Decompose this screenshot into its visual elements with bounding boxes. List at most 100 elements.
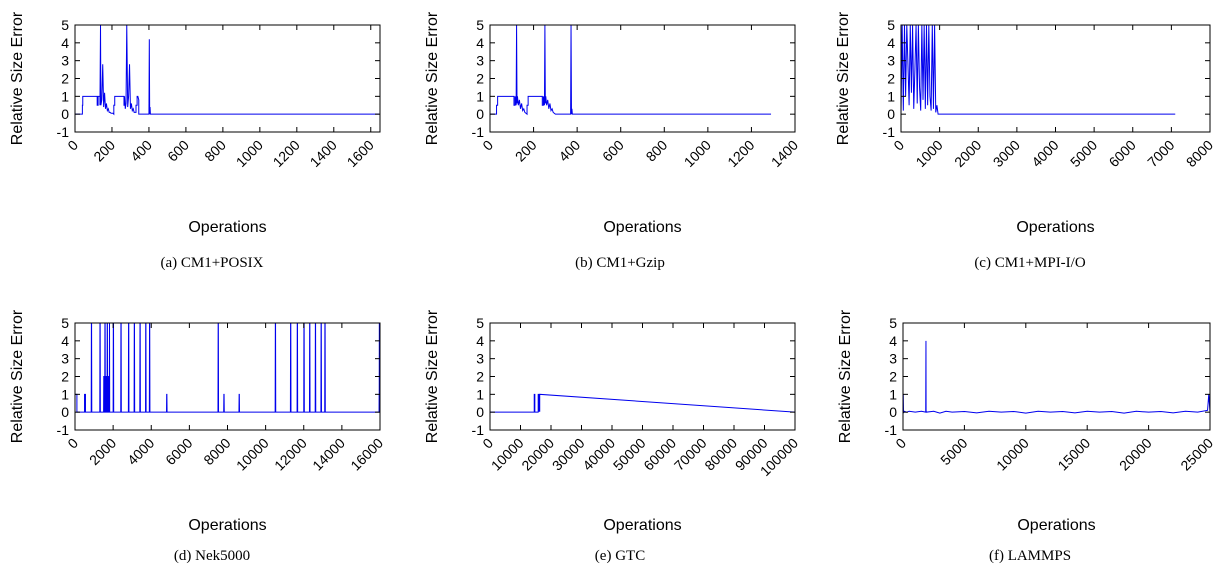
- y-tick-label: 0: [889, 404, 897, 420]
- x-tick-label: 5000: [937, 435, 970, 468]
- y-tick-label: 5: [476, 315, 484, 331]
- plot-frame: [74, 24, 381, 133]
- x-axis-label: Operations: [1017, 517, 1095, 534]
- y-tick-label: 0: [476, 106, 484, 122]
- y-axis-label: Relative Size Error: [835, 11, 852, 145]
- series-line-1: [75, 25, 380, 116]
- y-tick-label: 1: [887, 88, 895, 104]
- x-tick-label: 15000: [1054, 435, 1093, 474]
- x-tick-label: 40000: [579, 435, 618, 474]
- x-tick-label: 20000: [518, 435, 557, 474]
- y-tick-label: 4: [476, 333, 484, 349]
- y-axis-label: Relative Size Error: [9, 309, 26, 443]
- y-tick-label: 0: [61, 404, 69, 420]
- y-tick-label: 1: [476, 386, 484, 402]
- x-tick-label: 20000: [1116, 435, 1155, 474]
- x-tick-label: 600: [599, 137, 627, 165]
- series-line-1: [75, 323, 380, 413]
- y-tick-label: 2: [61, 369, 69, 385]
- y-tick-label: 3: [476, 351, 484, 367]
- y-axis-label: Relative Size Error: [424, 11, 441, 145]
- y-axis-label: Relative Size Error: [424, 309, 441, 443]
- x-tick-label: 0: [890, 137, 907, 154]
- x-tick-label: 6000: [1106, 137, 1139, 170]
- y-tick-label: 4: [61, 35, 69, 51]
- x-tick-label: 1200: [724, 137, 757, 170]
- x-tick-label: 8000: [200, 435, 233, 468]
- y-tick-label: -1: [885, 422, 898, 438]
- y-tick-label: -1: [57, 422, 70, 438]
- x-tick-label: 800: [643, 137, 671, 165]
- chart-panel-5: -101234501000020000300004000050000600007…: [424, 309, 801, 564]
- x-axis-label: Operations: [188, 517, 266, 534]
- x-tick-label: 2000: [86, 435, 119, 468]
- x-tick-label: 10000: [488, 435, 527, 474]
- x-tick-label: 400: [555, 137, 583, 165]
- x-axis-label: Operations: [603, 219, 681, 236]
- x-tick-label: 600: [164, 137, 192, 165]
- y-tick-label: 2: [887, 71, 895, 87]
- y-tick-label: 1: [889, 386, 897, 402]
- plot-frame: [489, 24, 796, 133]
- x-tick-label: 3000: [990, 137, 1023, 170]
- y-tick-label: 3: [61, 53, 69, 69]
- y-tick-label: -1: [57, 124, 70, 140]
- subfigure-caption: (e) GTC: [595, 548, 645, 564]
- y-tick-label: 3: [61, 351, 69, 367]
- y-tick-label: 0: [61, 106, 69, 122]
- x-tick-label: 80000: [701, 435, 740, 474]
- plot-frame: [902, 322, 1211, 431]
- y-tick-label: -1: [883, 124, 896, 140]
- y-tick-label: 4: [889, 333, 897, 349]
- y-tick-label: 2: [889, 369, 897, 385]
- y-tick-label: 2: [61, 71, 69, 87]
- x-tick-label: 200: [90, 137, 118, 165]
- x-axis-label: Operations: [188, 219, 266, 236]
- x-tick-label: 0: [479, 137, 496, 154]
- x-tick-label: 1000: [681, 137, 714, 170]
- y-tick-label: 0: [887, 106, 895, 122]
- y-tick-label: 5: [476, 17, 484, 33]
- x-tick-label: 1600: [344, 137, 377, 170]
- subfigure-caption: (b) CM1+Gzip: [575, 255, 665, 271]
- series-line-1: [490, 25, 772, 116]
- x-tick-label: 50000: [610, 435, 649, 474]
- y-tick-label: 3: [887, 53, 895, 69]
- x-tick-label: 0: [64, 137, 81, 154]
- x-tick-label: 1000: [912, 137, 945, 170]
- x-tick-label: 2000: [951, 137, 984, 170]
- x-axis-label: Operations: [1016, 219, 1094, 236]
- series-line-1: [901, 25, 1176, 115]
- x-tick-label: 400: [127, 137, 155, 165]
- x-tick-label: 14000: [309, 435, 348, 474]
- y-tick-label: 4: [476, 35, 484, 51]
- x-tick-label: 0: [64, 435, 81, 452]
- x-tick-label: 4000: [124, 435, 157, 468]
- x-tick-label: 0: [892, 435, 909, 452]
- y-tick-label: 1: [61, 88, 69, 104]
- y-axis-label: Relative Size Error: [837, 309, 854, 443]
- x-axis-label: Operations: [603, 517, 681, 534]
- y-tick-label: 2: [476, 369, 484, 385]
- x-tick-label: 1200: [270, 137, 303, 170]
- y-tick-label: 5: [61, 17, 69, 33]
- x-tick-label: 60000: [640, 435, 679, 474]
- x-tick-label: 70000: [671, 435, 710, 474]
- x-tick-label: 200: [512, 137, 540, 165]
- x-tick-label: 800: [201, 137, 229, 165]
- plot-frame: [900, 24, 1211, 133]
- y-tick-label: 0: [476, 404, 484, 420]
- series-line-1: [903, 340, 1210, 414]
- y-tick-label: 5: [61, 315, 69, 331]
- x-tick-label: 7000: [1144, 137, 1177, 170]
- x-tick-label: 8000: [1183, 137, 1215, 170]
- subfigure-caption: (c) CM1+MPI-I/O: [974, 255, 1086, 271]
- x-tick-label: 0: [479, 435, 496, 452]
- x-tick-label: 25000: [1177, 435, 1215, 474]
- plot-frame: [489, 322, 796, 431]
